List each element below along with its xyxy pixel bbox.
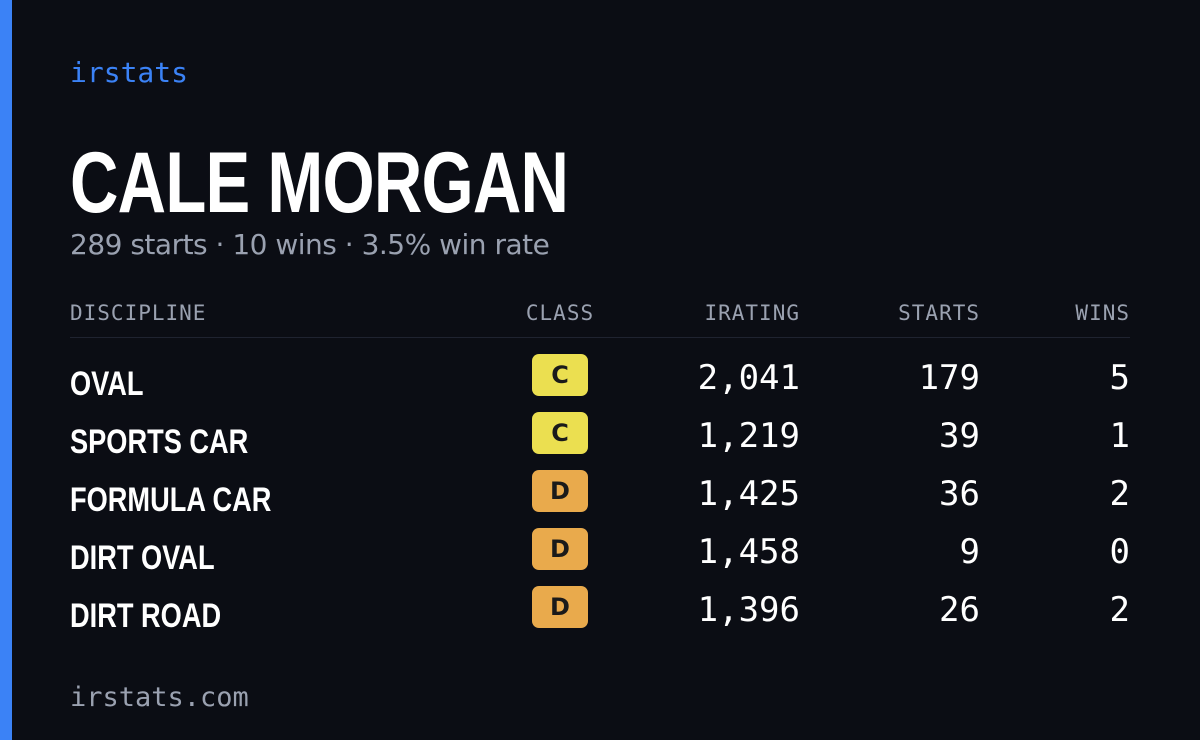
- accent-bar: [0, 0, 12, 740]
- cell-value: 1,425: [697, 474, 800, 514]
- cell-value: 9: [959, 532, 980, 572]
- cell-value: 39: [939, 416, 980, 456]
- column-header: DISCIPLINE: [70, 301, 207, 325]
- class-badge: D: [532, 528, 588, 570]
- class-badge: D: [532, 470, 588, 512]
- column-header: STARTS: [898, 301, 980, 325]
- cell-value: 179: [918, 358, 980, 398]
- cell-value: 1: [1109, 416, 1130, 456]
- discipline: FORMULA CAR: [70, 481, 272, 519]
- discipline: DIRT OVAL: [70, 539, 215, 577]
- header-rule: [70, 337, 1130, 338]
- class-badge: D: [532, 586, 588, 628]
- class-badge: C: [532, 412, 588, 454]
- driver-summary: 289 starts · 10 wins · 3.5% win rate: [70, 228, 550, 261]
- cell-value: 26: [939, 590, 980, 630]
- footer: irstats.com: [70, 682, 249, 713]
- cell-value: 0: [1109, 532, 1130, 572]
- cell-value: 2: [1109, 590, 1130, 630]
- discipline: DIRT ROAD: [70, 597, 222, 635]
- cell-value: 1,219: [697, 416, 800, 456]
- column-header: CLASS: [525, 301, 595, 325]
- discipline: SPORTS CAR: [70, 423, 249, 461]
- brand: irstats: [70, 56, 189, 89]
- cell-value: 5: [1109, 358, 1130, 398]
- cell-value: 2: [1109, 474, 1130, 514]
- discipline: OVAL: [70, 365, 144, 403]
- class-badge: C: [532, 354, 588, 396]
- column-header: WINS: [1075, 301, 1130, 325]
- cell-value: 2,041: [697, 358, 800, 398]
- cell-value: 36: [939, 474, 980, 514]
- cell-value: 1,458: [697, 532, 800, 572]
- cell-value: 1,396: [697, 590, 800, 630]
- driver-name: CALE MORGAN: [70, 135, 569, 231]
- column-header: IRATING: [704, 301, 800, 325]
